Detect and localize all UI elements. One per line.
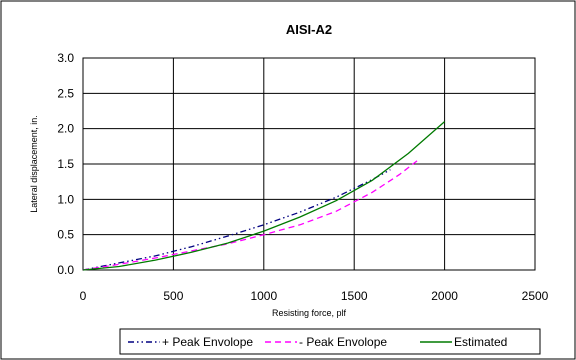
y-tick-label: 1.0 <box>57 192 74 206</box>
series-line-1 <box>82 169 391 271</box>
legend-label-3: Estimated <box>454 335 507 349</box>
series-line-2 <box>82 159 418 271</box>
legend-box <box>119 328 541 355</box>
x-tick-label: 2000 <box>431 289 458 303</box>
legend-label-2: - Peak Envolope <box>299 335 387 349</box>
x-tick-label: 2500 <box>522 289 549 303</box>
x-tick-label: 0 <box>80 289 87 303</box>
legend: + Peak Envolope - Peak Envolope Estimated <box>128 335 507 349</box>
legend-label-1: + Peak Envolope <box>162 335 253 349</box>
y-tick-label: 3.0 <box>57 51 74 65</box>
y-tick-label: 0.0 <box>57 263 74 277</box>
series-layer <box>82 121 446 271</box>
x-tick-label: 1000 <box>250 289 277 303</box>
y-tick-label: 2.5 <box>57 86 74 100</box>
x-tick-label: 1500 <box>341 289 368 303</box>
chart-title: AISI-A2 <box>286 22 332 37</box>
x-axis-label: Resisting force, plf <box>272 308 347 318</box>
plot-area <box>82 57 536 271</box>
x-tick-labels: 0 500 1000 1500 2000 2500 <box>80 289 549 303</box>
x-tick-label: 500 <box>163 289 183 303</box>
y-tick-label: 2.0 <box>57 122 74 136</box>
y-tick-labels: 0.0 0.5 1.0 1.5 2.0 2.5 3.0 <box>57 51 74 277</box>
y-tick-label: 0.5 <box>57 228 74 242</box>
series-line-3 <box>82 121 446 271</box>
y-tick-label: 1.5 <box>57 157 74 171</box>
y-axis-label: Lateral displacement, in. <box>29 115 39 213</box>
